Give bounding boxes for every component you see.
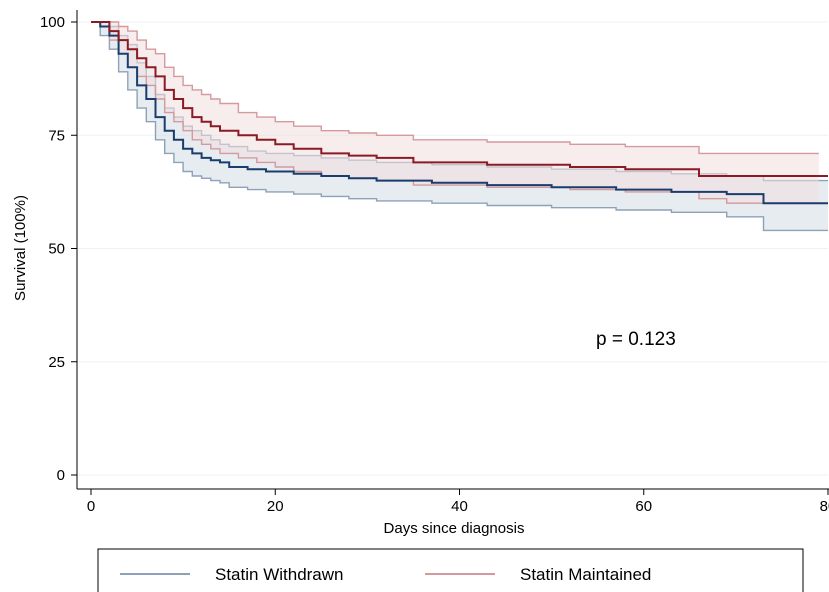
y-tick-label-0: 0 — [57, 467, 65, 484]
survival-lines — [91, 21, 828, 205]
legend-box — [97, 548, 804, 592]
x-tick-label-60: 60 — [635, 498, 652, 515]
ci-upper-series-1 — [91, 21, 819, 155]
p-value-annotation: p = 0.123 — [596, 329, 676, 350]
x-tick-label-0: 0 — [87, 498, 95, 515]
survival-line-series-1 — [91, 21, 828, 177]
ci-band-series-1 — [91, 22, 819, 204]
axes: 0 25 50 75 100 0 20 40 60 80 — [40, 10, 829, 515]
y-tick-label-75: 75 — [48, 127, 65, 144]
y-tick-label-25: 25 — [48, 354, 65, 371]
x-tick-label-80: 80 — [820, 498, 829, 515]
y-tick-label-100: 100 — [40, 14, 65, 31]
y-tick-label-50: 50 — [48, 241, 65, 258]
y-axis-title: Survival (100%) — [12, 195, 29, 301]
x-tick-label-20: 20 — [267, 498, 284, 515]
survival-line-series-0 — [91, 21, 828, 205]
ci-lower-series-1 — [91, 21, 819, 204]
x-axis-title: Days since diagnosis — [384, 520, 525, 537]
legend-label-statin-maintained: Statin Maintained — [520, 565, 651, 584]
legend: Statin Withdrawn Statin Maintained — [97, 548, 804, 592]
confidence-bands — [91, 21, 828, 232]
legend-label-statin-withdrawn: Statin Withdrawn — [215, 565, 344, 584]
ci-lower-series-0 — [91, 21, 828, 232]
x-tick-label-40: 40 — [451, 498, 468, 515]
